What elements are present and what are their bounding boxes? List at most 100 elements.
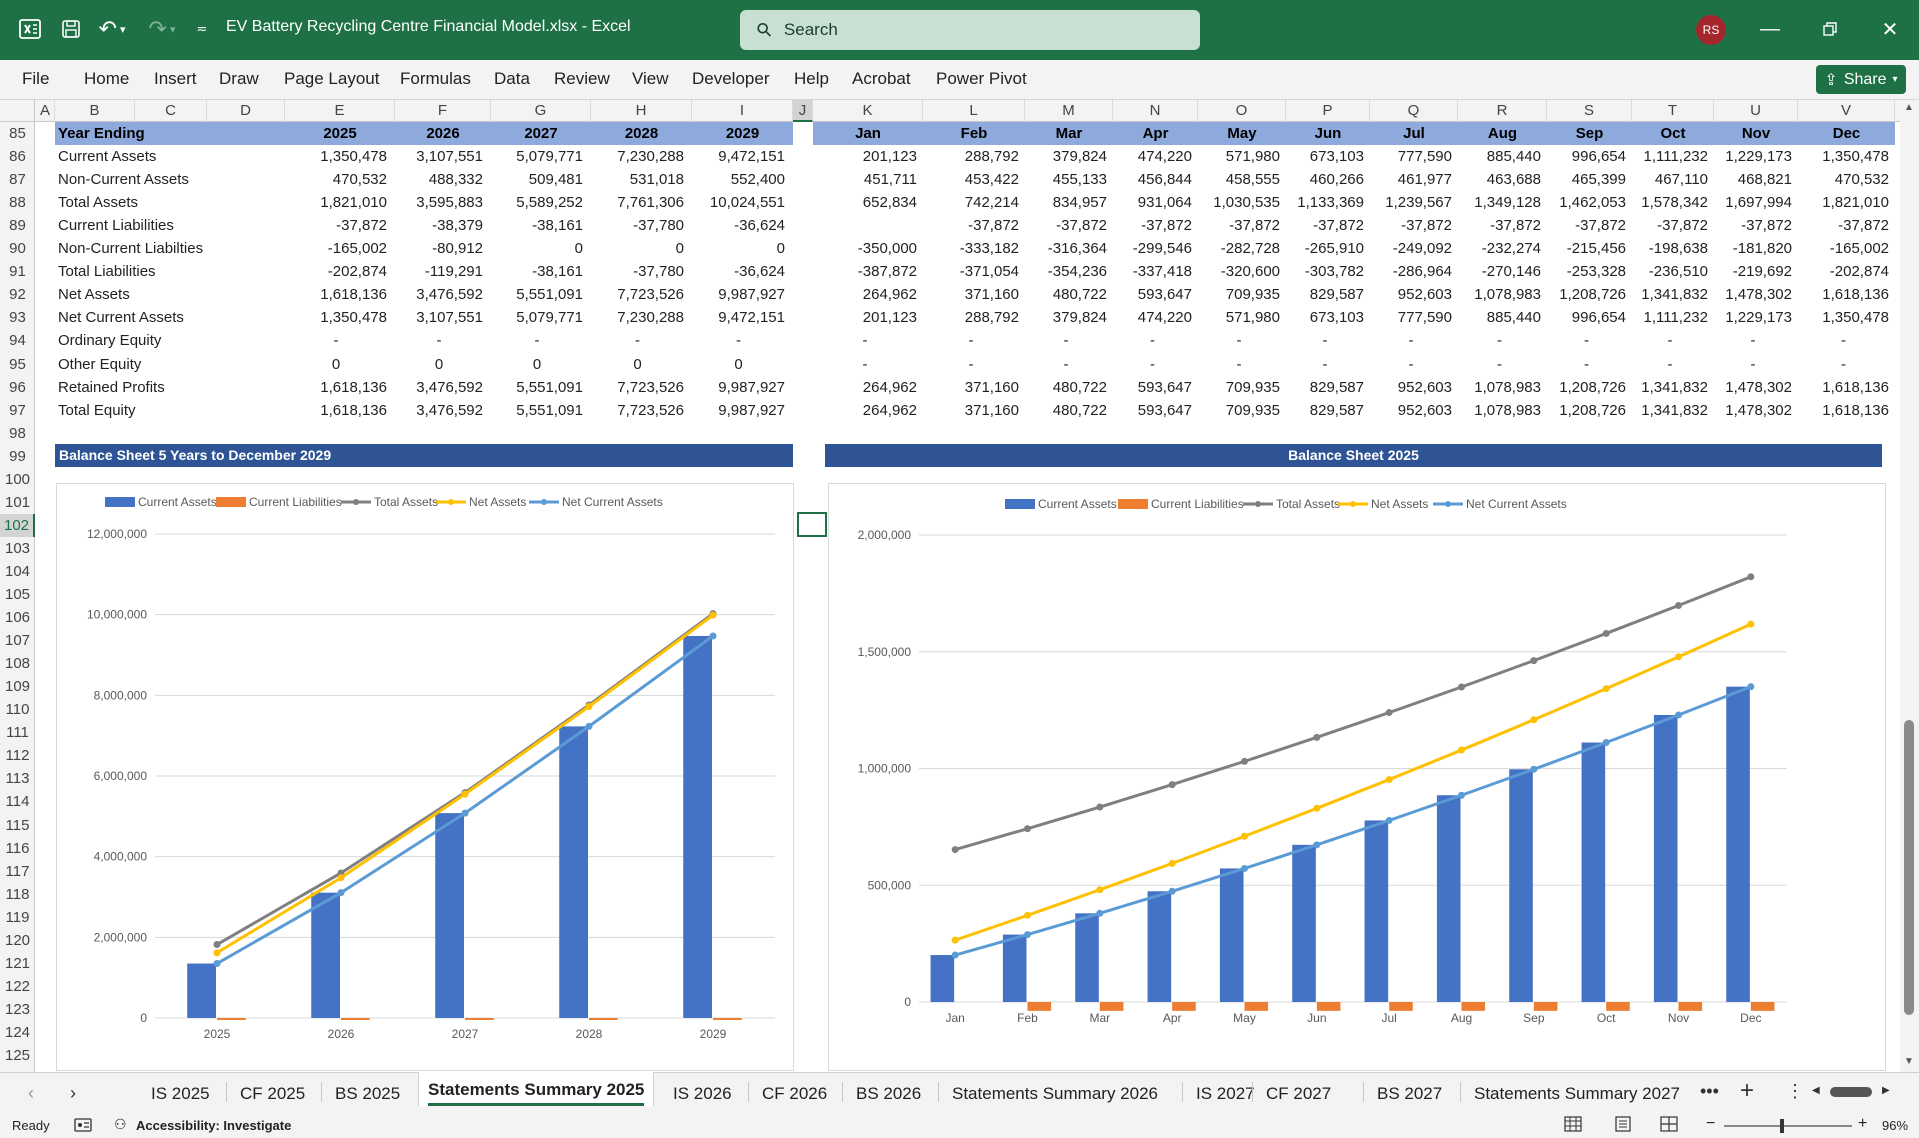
cell-monthly[interactable]: 996,654 [1571, 309, 1626, 327]
bar-current-assets[interactable] [559, 726, 588, 1018]
cell-monthly[interactable]: -37,872 [1229, 217, 1280, 235]
row-header-125[interactable]: 125 [4, 1047, 31, 1064]
cell-monthly[interactable]: 834,957 [1052, 194, 1107, 212]
cell-monthly[interactable]: - [1841, 355, 1846, 373]
cell-annual[interactable]: 5,589,252 [516, 194, 583, 212]
close-icon[interactable]: ✕ [1881, 18, 1899, 41]
column-header-g[interactable]: G [491, 100, 591, 122]
cell-annual[interactable]: 488,332 [428, 171, 483, 189]
bar-current-liabilities[interactable] [589, 1018, 618, 1020]
cell-monthly[interactable]: 593,647 [1137, 401, 1192, 419]
tab-scroll-left-icon[interactable]: ‹ [28, 1083, 34, 1103]
row-header-89[interactable]: 89 [9, 217, 26, 235]
row-header-104[interactable]: 104 [4, 562, 31, 580]
legend-item[interactable]: Total Assets [341, 495, 438, 509]
cell-annual[interactable]: 10,024,551 [709, 194, 785, 212]
column-header-q[interactable]: Q [1370, 100, 1458, 122]
hscroll-right-icon[interactable]: ▶ [1882, 1085, 1890, 1096]
cell-monthly[interactable]: 673,103 [1309, 148, 1364, 166]
cell-monthly[interactable]: -37,872 [1575, 217, 1626, 235]
cell-monthly[interactable]: 952,603 [1397, 378, 1452, 396]
point-net-assets[interactable] [461, 790, 469, 798]
column-header-p[interactable]: P [1286, 100, 1370, 122]
line-total-assets[interactable] [216, 612, 714, 946]
cell-annual[interactable]: 3,107,551 [416, 309, 483, 327]
row-header-95[interactable]: 95 [9, 355, 26, 373]
cell-monthly[interactable]: -337,418 [1132, 263, 1192, 281]
cell-monthly[interactable]: 829,587 [1309, 286, 1364, 304]
tab-cf-2026[interactable]: CF 2026 [762, 1084, 828, 1103]
cell-monthly[interactable]: 952,603 [1397, 286, 1452, 304]
cell-monthly[interactable]: 1,208,726 [1559, 286, 1626, 304]
cell-monthly[interactable]: - [1150, 355, 1155, 373]
point-net-assets[interactable] [1313, 804, 1321, 812]
cell-monthly[interactable]: 1,229,173 [1725, 309, 1792, 327]
row-header-122[interactable]: 122 [4, 977, 31, 995]
point-net-current-assets[interactable] [1530, 765, 1538, 773]
header-month-jun[interactable]: Jun [1314, 125, 1342, 142]
row-header-92[interactable]: 92 [9, 286, 26, 304]
point-net-assets[interactable] [337, 874, 345, 882]
cell-monthly[interactable]: -219,692 [1732, 263, 1792, 281]
customize-toolbar-icon[interactable]: ≂ [196, 21, 208, 36]
cell-monthly[interactable]: -316,364 [1047, 240, 1107, 258]
column-header-r[interactable]: R [1458, 100, 1547, 122]
cell-monthly[interactable]: - [862, 355, 868, 373]
cell-monthly[interactable]: 1,239,567 [1385, 194, 1452, 212]
header-month-apr[interactable]: Apr [1142, 125, 1169, 142]
sheet-options-icon[interactable]: ⋮ [1786, 1081, 1804, 1101]
zoom-level[interactable]: 96% [1882, 1118, 1909, 1133]
column-header-j[interactable]: J [793, 100, 813, 122]
cell-monthly[interactable]: 1,350,478 [1822, 148, 1889, 166]
cell-annual[interactable]: 3,476,592 [416, 286, 483, 304]
cell-annual[interactable]: 1,821,010 [320, 194, 387, 212]
cell-monthly[interactable]: -282,728 [1220, 240, 1280, 258]
menu-help[interactable]: Help [794, 69, 829, 88]
row-header-108[interactable]: 108 [4, 655, 31, 673]
cell-monthly[interactable]: - [1236, 332, 1242, 350]
cell-monthly[interactable]: 288,792 [964, 309, 1019, 327]
select-all-corner[interactable] [0, 100, 35, 122]
menu-view[interactable]: View [632, 69, 669, 88]
header-year-2029[interactable]: 2029 [725, 125, 760, 142]
zoom-slider-thumb[interactable] [1780, 1119, 1784, 1133]
cell-monthly[interactable]: 201,123 [862, 148, 917, 166]
cell-annual[interactable]: -202,874 [327, 263, 387, 281]
cell-monthly[interactable]: -202,874 [1829, 263, 1889, 281]
zoom-out-icon[interactable]: − [1706, 1115, 1716, 1132]
bar-current-assets[interactable] [1436, 795, 1461, 1002]
cell-annual[interactable]: 7,723,526 [617, 401, 684, 419]
line-net-assets[interactable] [954, 622, 1752, 942]
column-header-t[interactable]: T [1632, 100, 1714, 122]
row-label[interactable]: Total Liabilities [58, 263, 156, 281]
cell-monthly[interactable]: - [1584, 332, 1589, 350]
cell-monthly[interactable]: 474,220 [1137, 309, 1192, 327]
cell-monthly[interactable]: - [1750, 355, 1756, 373]
point-net-assets[interactable] [1241, 832, 1248, 840]
chart-0[interactable]: Current Assets Current Liabilities Total A… [56, 483, 794, 1071]
cell-monthly[interactable]: 952,603 [1397, 401, 1452, 419]
bar-current-liabilities[interactable] [1172, 1002, 1196, 1011]
cell-monthly[interactable]: - [1667, 332, 1673, 350]
cell-monthly[interactable]: - [1322, 355, 1328, 373]
cell-monthly[interactable]: 1,341,832 [1641, 401, 1708, 419]
cell-monthly[interactable]: 593,647 [1137, 378, 1192, 396]
cell-monthly[interactable]: 379,824 [1052, 148, 1107, 166]
point-net-current-assets[interactable] [585, 722, 593, 730]
point-net-assets[interactable] [585, 702, 593, 710]
tab-is-2025[interactable]: IS 2025 [151, 1084, 210, 1103]
redo-icon[interactable]: ↷ ▾ [148, 16, 176, 41]
legend-item[interactable]: Net Current Assets [1433, 497, 1567, 511]
hscroll-thumb[interactable] [1830, 1087, 1872, 1097]
row-header-90[interactable]: 90 [9, 240, 26, 258]
header-month-sep[interactable]: Sep [1575, 125, 1604, 142]
row-header-107[interactable]: 107 [4, 632, 31, 650]
cell-monthly[interactable]: 467,110 [1654, 171, 1708, 189]
bar-current-liabilities[interactable] [1678, 1002, 1703, 1011]
menu-file[interactable]: File [22, 69, 50, 88]
menu-acrobat[interactable]: Acrobat [852, 69, 911, 88]
cell-monthly[interactable]: 742,214 [964, 194, 1019, 212]
cell-monthly[interactable]: 885,440 [1486, 309, 1541, 327]
cell-monthly[interactable]: 480,722 [1052, 401, 1107, 419]
row-header-109[interactable]: 109 [4, 678, 31, 696]
